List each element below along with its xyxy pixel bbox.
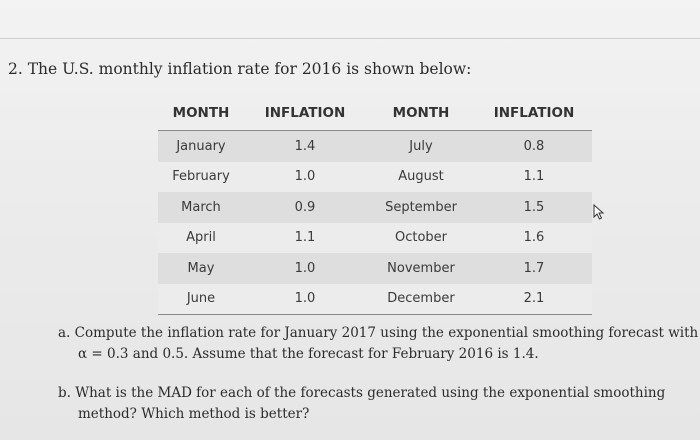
question-part-a: a. Compute the inflation rate for Januar… xyxy=(58,323,698,365)
table-cell: 1.7 xyxy=(476,253,592,284)
table-row: May 1.0 November 1.7 xyxy=(158,253,592,284)
table-row: June 1.0 December 2.1 xyxy=(158,283,592,315)
header-month-2: MONTH xyxy=(366,96,476,131)
table-cell: June xyxy=(158,283,244,315)
part-a-line-2: α = 0.3 and 0.5. Assume that the forecas… xyxy=(78,346,539,362)
table-cell: February xyxy=(158,161,244,192)
table-cell: 2.1 xyxy=(476,283,592,315)
table-cell: May xyxy=(158,253,244,284)
question-part-b: b. What is the MAD for each of the forec… xyxy=(58,383,665,425)
table-cell: January xyxy=(158,130,244,162)
table-cell: 1.1 xyxy=(476,161,592,192)
table-cell: August xyxy=(366,161,476,192)
table-cell: October xyxy=(366,222,476,253)
table-cell: November xyxy=(366,253,476,284)
table-cell: July xyxy=(366,130,476,162)
table-row: February 1.0 August 1.1 xyxy=(158,161,592,192)
table-header-row: MONTH INFLATION MONTH INFLATION xyxy=(158,96,592,131)
table-cell: December xyxy=(366,283,476,315)
table-row: January 1.4 July 0.8 xyxy=(158,130,592,162)
table-cell: 1.6 xyxy=(476,222,592,253)
table-row: April 1.1 October 1.6 xyxy=(158,222,592,253)
table-cell: 1.0 xyxy=(244,161,366,192)
divider xyxy=(0,38,700,39)
table-cell: 1.5 xyxy=(476,192,592,223)
part-b-line-1: b. What is the MAD for each of the forec… xyxy=(58,385,666,401)
table-cell: 1.0 xyxy=(244,253,366,284)
part-b-line-2: method? Which method is better? xyxy=(78,406,310,422)
header-inflation-1: INFLATION xyxy=(244,96,366,131)
part-a-line-1: a. Compute the inflation rate for Januar… xyxy=(58,325,699,341)
table-cell: 1.1 xyxy=(244,222,366,253)
mouse-pointer-icon xyxy=(593,204,605,220)
table-cell: September xyxy=(366,192,476,223)
table-cell: 0.9 xyxy=(244,192,366,223)
table-cell: 1.4 xyxy=(244,130,366,162)
table-cell: March xyxy=(158,192,244,223)
table-row: March 0.9 September 1.5 xyxy=(158,192,592,223)
inflation-table: MONTH INFLATION MONTH INFLATION January … xyxy=(158,96,592,315)
header-inflation-2: INFLATION xyxy=(476,96,592,131)
question-title: 2. The U.S. monthly inflation rate for 2… xyxy=(8,60,472,78)
header-month-1: MONTH xyxy=(158,96,244,131)
table-cell: April xyxy=(158,222,244,253)
table-cell: 0.8 xyxy=(476,130,592,162)
table-cell: 1.0 xyxy=(244,283,366,315)
